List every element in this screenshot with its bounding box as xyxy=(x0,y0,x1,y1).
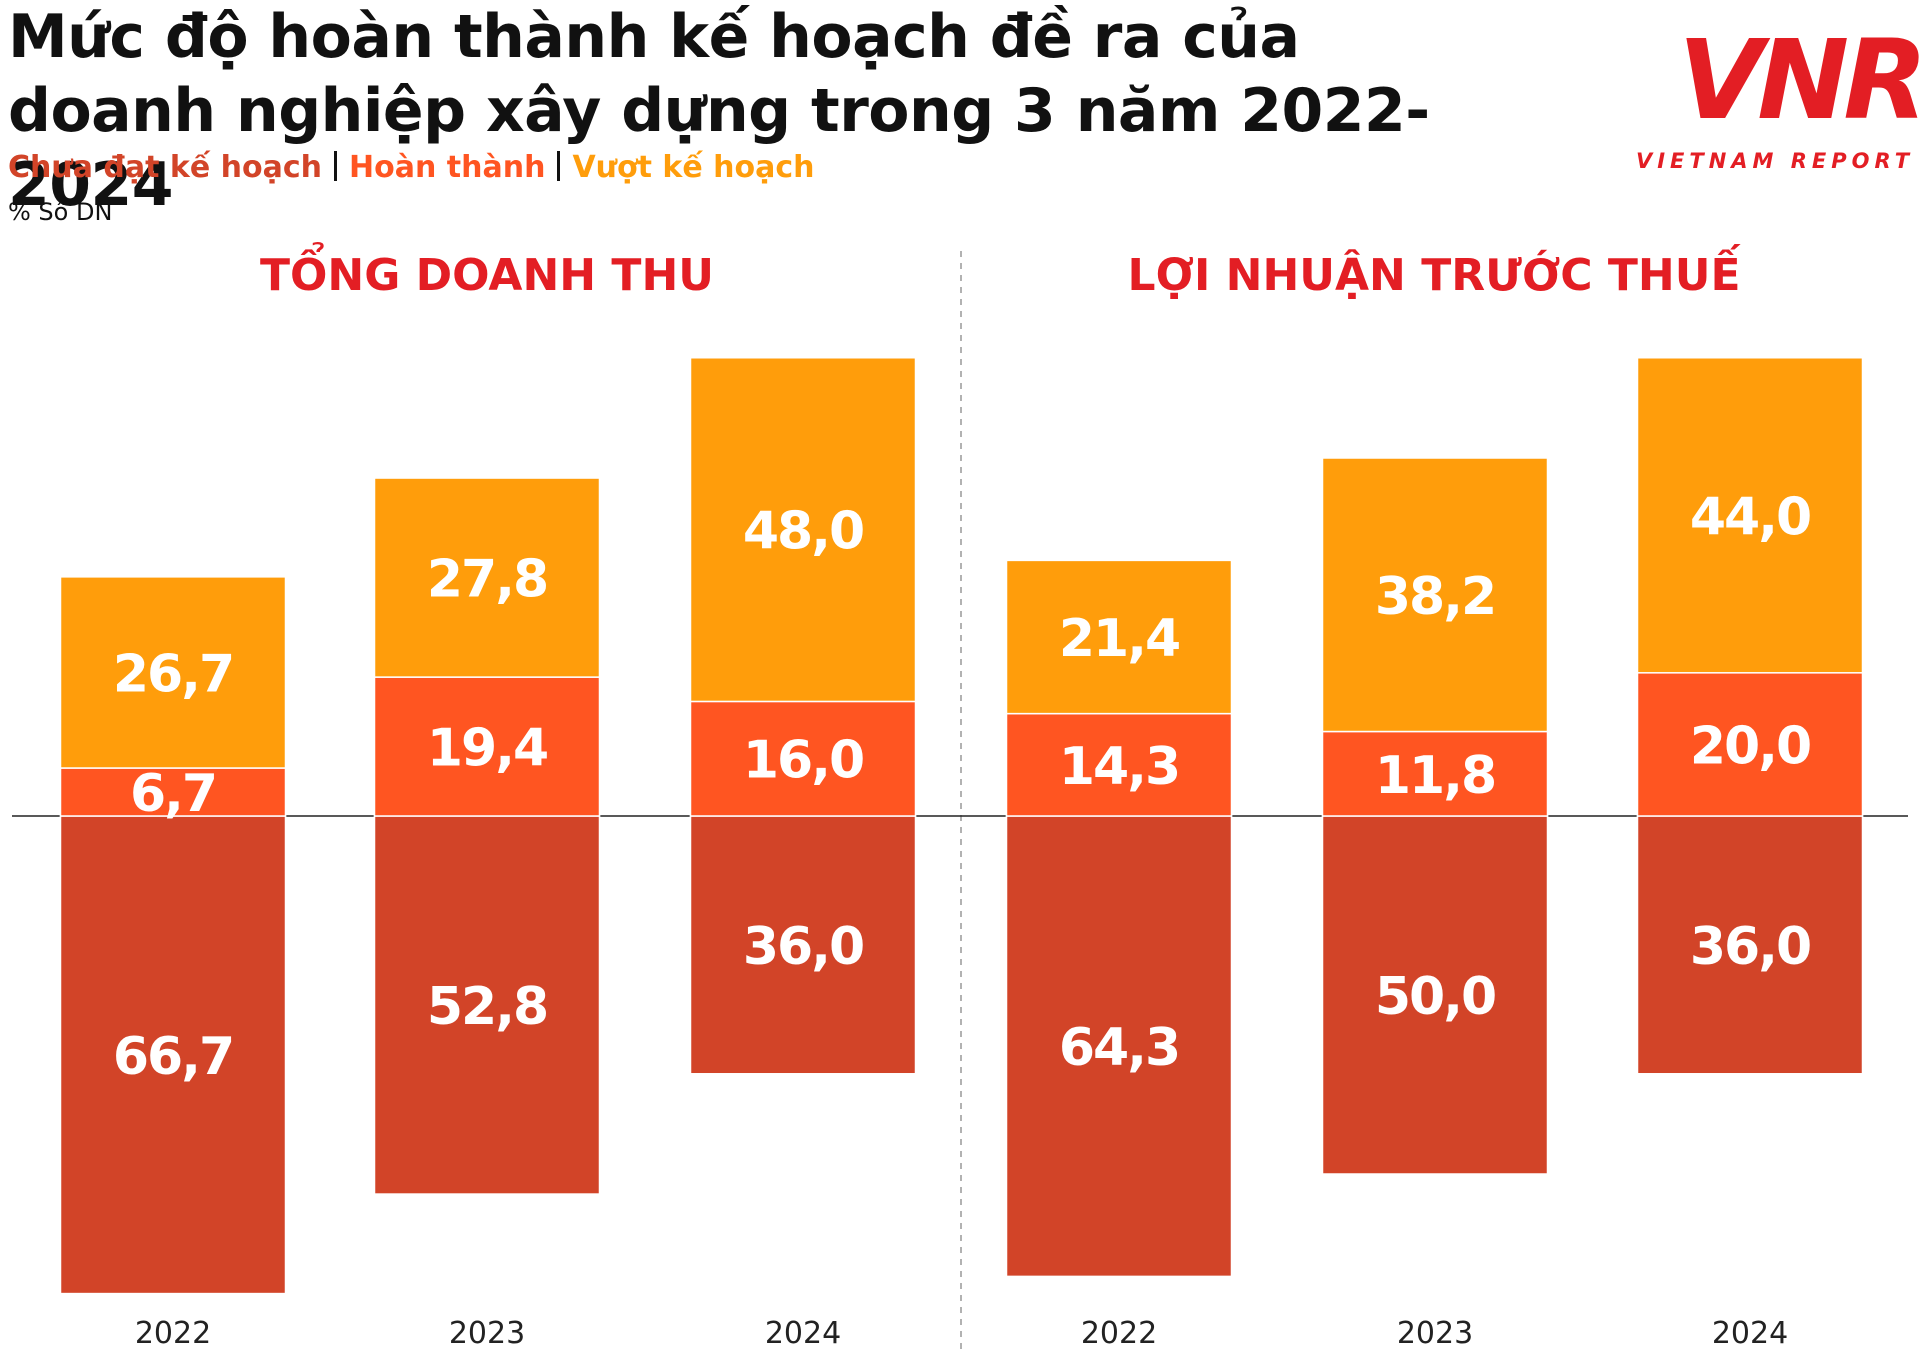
bar-segment xyxy=(373,815,601,1195)
legend-entry: Chưa đạt kế hoạch xyxy=(8,150,323,185)
value-label: 44,0 xyxy=(1690,487,1810,547)
bar-segment xyxy=(59,815,287,1295)
bar-segment xyxy=(1636,357,1864,674)
bar-segment xyxy=(1636,815,1864,1075)
unit-label: % Số DN xyxy=(8,198,113,226)
value-label: 52,8 xyxy=(427,977,547,1037)
legend-entry: Hoàn thành xyxy=(349,150,546,185)
value-label: 16,0 xyxy=(743,731,863,791)
bar-segment xyxy=(689,357,917,703)
page-title: Mức độ hoàn thành kế hoạch đề ra của doa… xyxy=(8,2,1430,220)
value-label: 6,7 xyxy=(130,764,216,824)
x-tick-label: 2023 xyxy=(1397,1316,1473,1351)
x-tick-label: 2023 xyxy=(449,1316,525,1351)
bar-segment xyxy=(689,815,917,1075)
value-label: 21,4 xyxy=(1059,609,1179,669)
bar-segment xyxy=(373,477,601,678)
value-label: 36,0 xyxy=(743,917,863,977)
value-label: 48,0 xyxy=(743,502,863,562)
bar-segment xyxy=(1005,712,1233,817)
bar-segment xyxy=(59,576,287,769)
value-label: 14,3 xyxy=(1059,737,1179,797)
value-label: 27,8 xyxy=(427,550,547,610)
bar-segment xyxy=(373,676,601,817)
legend-separator xyxy=(557,151,561,181)
bar-segment xyxy=(1005,815,1233,1278)
bar-segment xyxy=(1321,457,1549,733)
panel-title: TỔNG DOANH THU xyxy=(260,241,714,301)
logo-mark: VNR xyxy=(1678,16,1920,144)
x-tick-label: 2024 xyxy=(765,1316,841,1351)
bar-segment xyxy=(1636,672,1864,817)
x-tick-label: 2024 xyxy=(1712,1316,1788,1351)
value-label: 64,3 xyxy=(1059,1018,1179,1078)
x-tick-label: 2022 xyxy=(135,1316,211,1351)
bar-segment xyxy=(689,700,917,817)
value-label: 50,0 xyxy=(1375,967,1495,1027)
logo-tagline: VIETNAM REPORT xyxy=(1636,149,1914,173)
value-label: 38,2 xyxy=(1375,567,1495,627)
bar-segment xyxy=(59,767,287,817)
panel-title: LỢI NHUẬN TRƯỚC THUẾ xyxy=(1127,243,1741,301)
bar-segment xyxy=(1321,815,1549,1175)
value-label: 36,0 xyxy=(1690,917,1810,977)
value-label: 11,8 xyxy=(1375,746,1495,806)
legend-entry: Vượt kế hoạch xyxy=(572,150,815,185)
value-label: 26,7 xyxy=(113,644,233,704)
value-label: 66,7 xyxy=(113,1027,233,1087)
logo: VNR VIETNAM REPORT xyxy=(1636,16,1920,173)
legend-separator xyxy=(334,151,338,181)
bar-segment xyxy=(1005,559,1233,715)
value-label: 19,4 xyxy=(427,719,547,779)
value-label: 20,0 xyxy=(1690,716,1810,776)
legend: Chưa đạt kế hoạch Hoàn thành Vượt kế hoạch xyxy=(8,150,815,185)
x-tick-label: 2022 xyxy=(1081,1316,1157,1351)
